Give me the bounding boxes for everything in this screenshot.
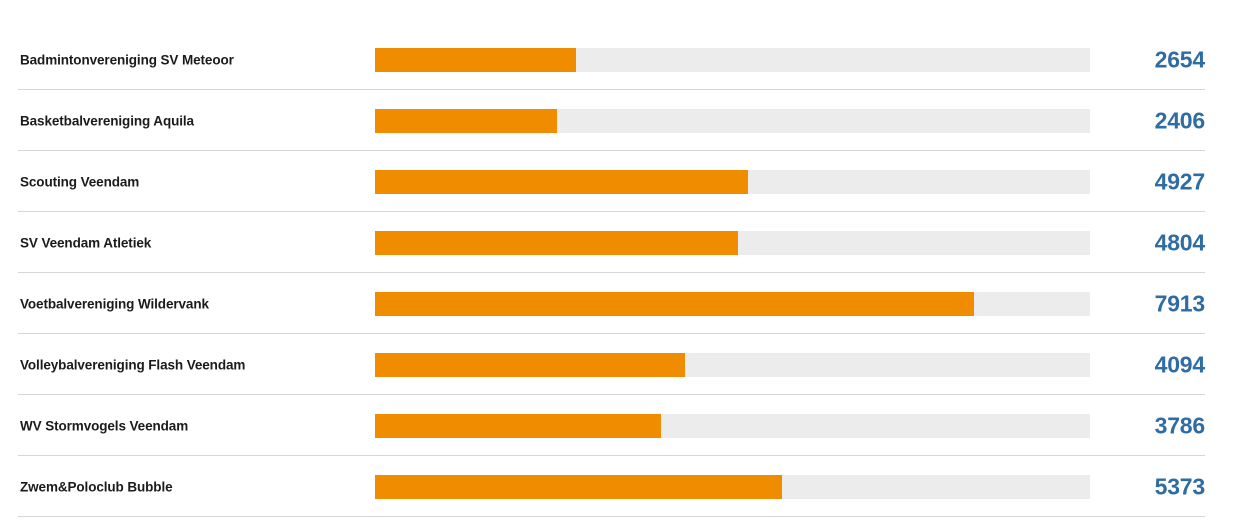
- row-divider: [18, 455, 1205, 456]
- table-row[interactable]: WV Stormvogels Veendam 3786: [0, 395, 1256, 456]
- bar-track: [375, 291, 1090, 316]
- row-label: Voetbalvereniging Wildervank: [20, 296, 209, 311]
- table-row[interactable]: Voetbalvereniging Wildervank 7913: [0, 273, 1256, 334]
- bar-track: [375, 474, 1090, 499]
- row-value: 2654: [1154, 46, 1206, 72]
- bar-fill: [375, 108, 558, 133]
- row-divider: [18, 272, 1205, 273]
- row-divider: [18, 394, 1205, 395]
- bar-track: [375, 169, 1090, 194]
- row-label: Volleybalvereniging Flash Veendam: [20, 357, 246, 372]
- bar-fill: [375, 169, 748, 194]
- bar-track: [375, 108, 1090, 133]
- row-label: Zwem&Poloclub Bubble: [20, 479, 173, 494]
- row-label: Badmintonvereniging SV Meteoor: [20, 52, 234, 67]
- row-value: 4804: [1154, 229, 1206, 255]
- row-label: WV Stormvogels Veendam: [20, 418, 189, 433]
- table-row[interactable]: Scouting Veendam 4927: [0, 151, 1256, 212]
- table-row[interactable]: Basketbalvereniging Aquila 2406: [0, 90, 1256, 151]
- row-label: SV Veendam Atletiek: [20, 235, 152, 250]
- row-value: 2406: [1154, 107, 1206, 133]
- bar-fill: [375, 352, 685, 377]
- bar-fill: [375, 47, 576, 72]
- row-divider: [18, 333, 1205, 334]
- bar-fill: [375, 474, 782, 499]
- row-label: Scouting Veendam: [20, 174, 140, 189]
- bar-track: [375, 413, 1090, 438]
- bar-track: [375, 352, 1090, 377]
- table-row[interactable]: Volleybalvereniging Flash Veendam 4094: [0, 334, 1256, 395]
- table-row[interactable]: SV Veendam Atletiek 4804: [0, 212, 1256, 273]
- row-divider: [18, 211, 1205, 212]
- row-divider: [18, 516, 1205, 517]
- bar-fill: [375, 413, 662, 438]
- row-value: 5373: [1154, 473, 1206, 499]
- row-value: 3786: [1154, 412, 1206, 438]
- table-row[interactable]: Badmintonvereniging SV Meteoor 2654: [0, 29, 1256, 90]
- row-value: 4094: [1154, 351, 1206, 377]
- table-row[interactable]: Zwem&Poloclub Bubble 5373: [0, 456, 1256, 517]
- row-divider: [18, 150, 1205, 151]
- bar-track: [375, 230, 1090, 255]
- row-value: 7913: [1154, 290, 1206, 316]
- row-value: 4927: [1154, 168, 1206, 194]
- row-label: Basketbalvereniging Aquila: [20, 113, 194, 128]
- row-divider: [18, 89, 1205, 90]
- bar-fill: [375, 230, 739, 255]
- bar-fill: [375, 291, 974, 316]
- bar-track: [375, 47, 1090, 72]
